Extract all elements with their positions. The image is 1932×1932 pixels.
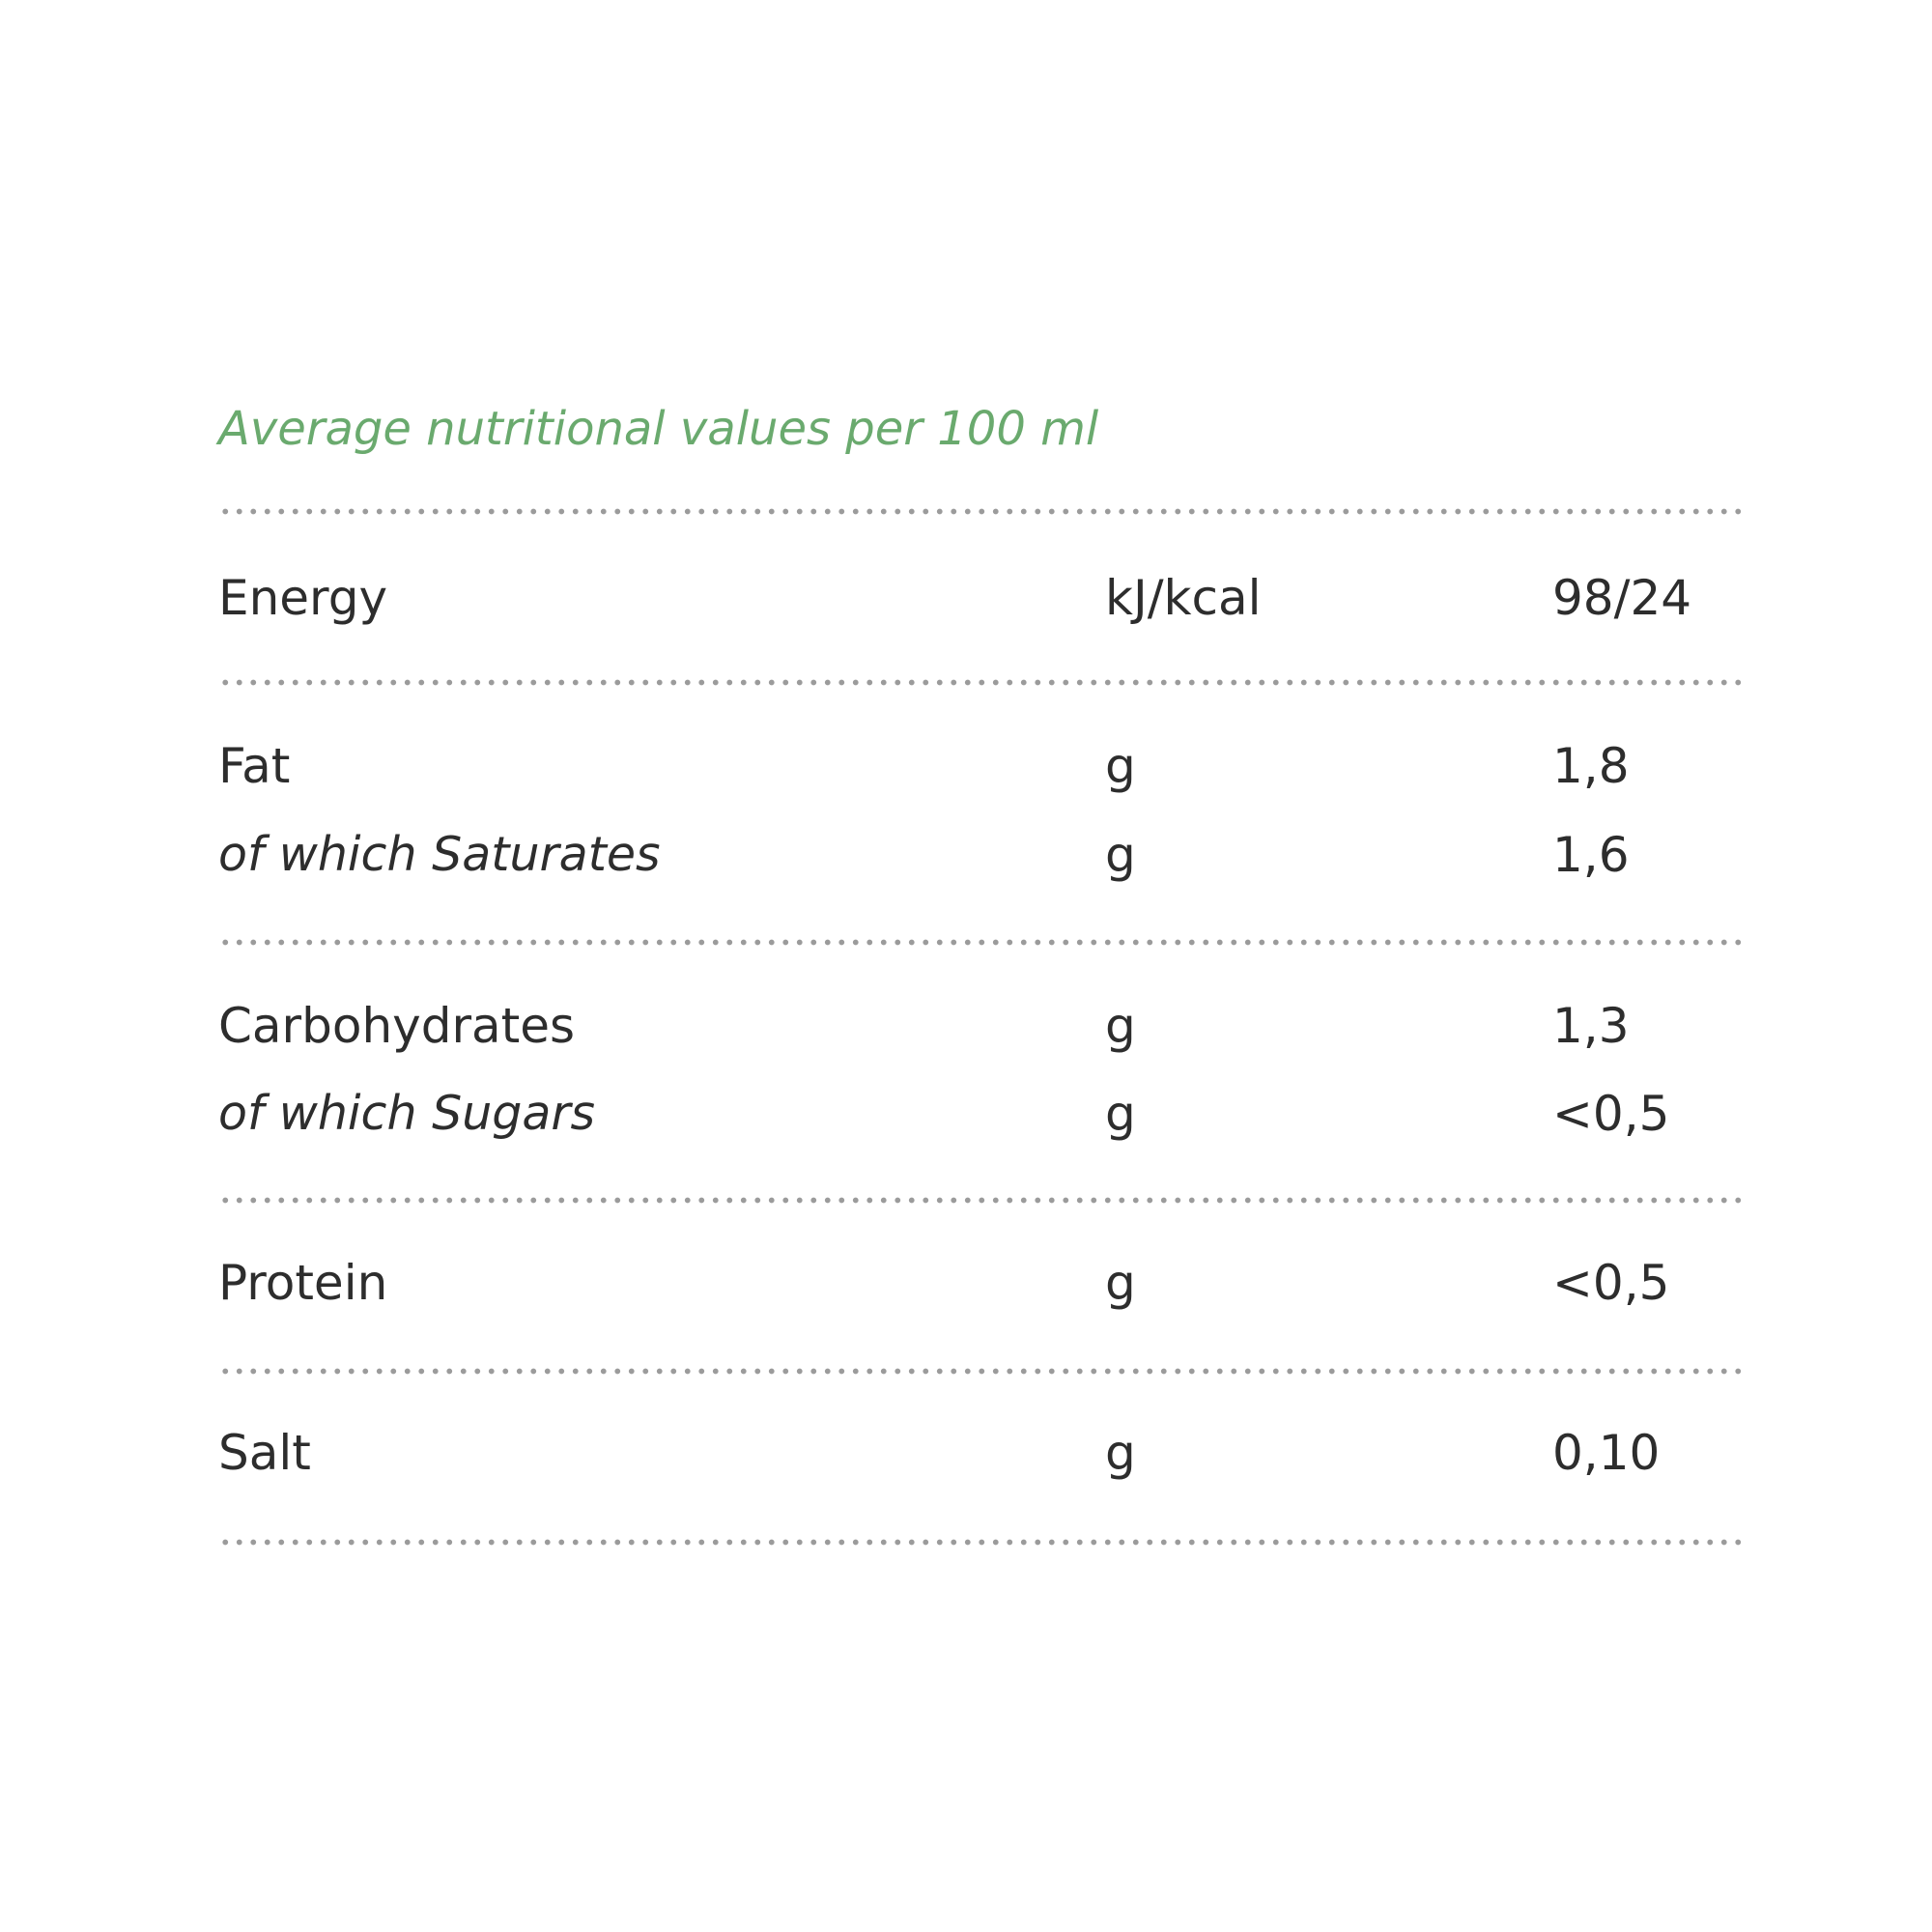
nutrient-unit: g	[1105, 1255, 1136, 1311]
nutrient-value: 1,6	[1552, 827, 1630, 883]
dotted-divider	[218, 1368, 1745, 1375]
nutrient-value: <0,5	[1552, 1086, 1670, 1142]
nutrient-name: Salt	[218, 1425, 311, 1481]
nutrient-name: Energy	[218, 570, 388, 626]
dotted-divider	[218, 1539, 1745, 1546]
dotted-divider	[218, 1197, 1745, 1204]
dotted-divider	[218, 508, 1745, 515]
dotted-divider	[218, 679, 1745, 686]
nutrient-value: 0,10	[1552, 1425, 1661, 1481]
nutrient-unit: g	[1105, 738, 1136, 794]
nutrient-unit: kJ/kcal	[1105, 570, 1262, 626]
nutrient-value: 1,8	[1552, 738, 1630, 794]
nutrient-name: of which Sugars	[218, 1086, 596, 1141]
nutrient-value: 98/24	[1552, 570, 1692, 626]
nutrient-unit: g	[1105, 1086, 1136, 1142]
nutrient-unit: g	[1105, 1425, 1136, 1481]
nutrition-heading: Average nutritional values per 100 ml	[218, 402, 1099, 456]
nutrient-unit: g	[1105, 998, 1136, 1054]
dotted-divider	[218, 939, 1745, 946]
nutrient-unit: g	[1105, 827, 1136, 883]
nutrient-value: <0,5	[1552, 1255, 1670, 1311]
nutrient-value: 1,3	[1552, 998, 1630, 1054]
nutrient-name: Carbohydrates	[218, 998, 576, 1054]
nutrient-name: Fat	[218, 738, 291, 794]
nutrient-name: of which Saturates	[218, 827, 661, 882]
nutrient-name: Protein	[218, 1255, 388, 1311]
